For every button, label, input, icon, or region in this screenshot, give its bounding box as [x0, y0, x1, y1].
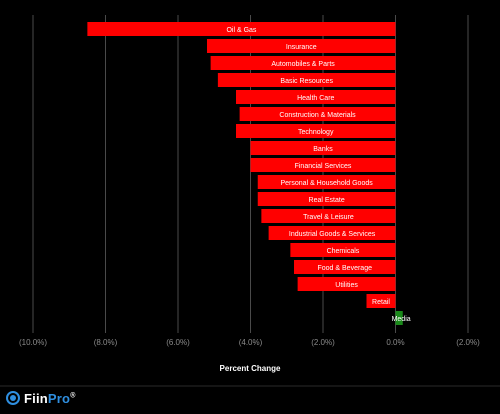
x-tick-label: (2.0%)	[311, 338, 335, 347]
bar[interactable]	[239, 107, 396, 121]
x-axis-title: Percent Change	[220, 364, 281, 373]
bar-label: Health Care	[297, 95, 334, 102]
bar[interactable]	[217, 73, 396, 87]
brand-name: Fiin	[24, 390, 48, 406]
x-tick-label: (6.0%)	[166, 338, 190, 347]
bar-label: Insurance	[286, 44, 317, 51]
bar[interactable]	[294, 260, 396, 274]
fiinpro-logo: FiinPro®	[6, 389, 76, 407]
bar[interactable]	[250, 158, 396, 172]
bar-label: Real Estate	[309, 197, 345, 204]
bar[interactable]	[261, 209, 396, 223]
bar-label: Basic Resources	[280, 78, 333, 85]
bar[interactable]	[87, 22, 396, 36]
bar-label: Personal & Household Goods	[281, 180, 374, 187]
bar[interactable]	[268, 226, 396, 240]
bar[interactable]	[366, 294, 396, 308]
bar-label: Travel & Leisure	[303, 214, 354, 221]
bar-label: Automobiles & Parts	[271, 61, 335, 68]
fiinpro-logo-icon	[6, 391, 20, 405]
bar[interactable]	[210, 56, 396, 70]
bar-label: Financial Services	[295, 163, 352, 170]
fiinpro-logo-text: FiinPro®	[24, 391, 76, 406]
bar[interactable]	[250, 141, 396, 155]
bars	[87, 22, 403, 325]
bar-label: Retail	[372, 299, 390, 306]
x-tick-label: (4.0%)	[239, 338, 263, 347]
bar-labels: Oil & Gas Insurance Automobiles & Parts Bas…	[226, 27, 410, 323]
bar[interactable]	[290, 243, 396, 257]
bar-label: Technology	[298, 129, 334, 136]
bar-label: Banks	[313, 146, 333, 153]
bar-label: Utilities	[335, 282, 358, 289]
x-tick-label: (10.0%)	[19, 338, 47, 347]
bar-label: Oil & Gas	[226, 27, 256, 34]
bar-label: Construction & Materials	[279, 112, 356, 119]
bar[interactable]	[236, 90, 396, 104]
bar-label: Food & Beverage	[318, 265, 373, 272]
bar[interactable]	[297, 277, 396, 291]
bar[interactable]	[257, 192, 396, 206]
bar-label: Industrial Goods & Services	[289, 231, 376, 238]
bar[interactable]	[257, 175, 396, 189]
bar[interactable]	[207, 39, 396, 53]
x-tick-label: (2.0%)	[456, 338, 480, 347]
bar[interactable]	[395, 311, 403, 325]
bar-label: Media	[392, 316, 411, 323]
x-tick-label: 0.0%	[386, 338, 404, 347]
brand-suffix: Pro	[47, 390, 71, 406]
x-axis-ticks: (10.0%) (8.0%) (6.0%) (4.0%) (2.0%) 0.0% (2.0%…	[19, 338, 480, 347]
brand-mark: ®	[70, 392, 76, 400]
bar[interactable]	[236, 124, 396, 138]
x-tick-label: (8.0%)	[94, 338, 118, 347]
bar-label: Chemicals	[327, 248, 360, 255]
